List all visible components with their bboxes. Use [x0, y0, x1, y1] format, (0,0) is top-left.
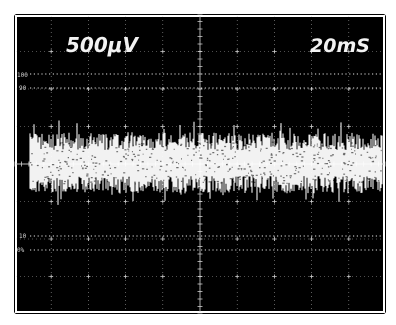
grid-intersection — [198, 124, 202, 129]
grid-intersection — [346, 49, 351, 54]
reference-lines — [30, 73, 382, 251]
scope-display: 500μV 20mS 100 90 10 0% — [14, 14, 386, 314]
grid-intersection — [86, 274, 91, 279]
grid-intersection — [198, 87, 202, 91]
grid-intersection — [346, 124, 351, 129]
grid-intersection — [86, 49, 91, 54]
grid-intersection — [346, 237, 351, 241]
oscilloscope-screen: 500μV 20mS 100 90 10 0% — [14, 14, 386, 314]
grid-intersection — [235, 274, 240, 279]
grid-intersection — [123, 49, 128, 54]
grid-intersection — [49, 199, 54, 204]
ref-label-90: 90 — [19, 85, 27, 92]
grid-intersection — [49, 124, 54, 129]
ref-label-100: 100 — [17, 72, 28, 79]
grid-intersection — [160, 124, 165, 129]
grid-intersection — [198, 49, 202, 54]
grid-intersection — [309, 124, 314, 129]
grid-intersection — [160, 87, 165, 91]
grid-intersection — [49, 274, 54, 279]
grid-intersection — [235, 199, 240, 204]
vertical-scale-label: 500μV — [66, 33, 139, 57]
grid-intersection — [235, 237, 240, 241]
grid-intersection — [86, 199, 91, 204]
grid-intersection — [198, 237, 202, 241]
grid-intersection — [123, 124, 128, 129]
grid-intersection — [49, 237, 54, 241]
grid-intersection — [160, 49, 165, 54]
time-scale-label: 20mS — [310, 35, 370, 57]
grid-intersection — [346, 199, 351, 204]
grid-intersection — [309, 49, 314, 54]
grid-intersection — [272, 274, 277, 279]
grid-intersection — [86, 237, 91, 241]
grid-intersection — [346, 274, 351, 279]
noise-trace — [29, 120, 383, 205]
noise-band — [29, 120, 383, 205]
grid-intersection — [272, 237, 277, 241]
grid-intersection — [86, 87, 91, 91]
grid-intersection — [198, 274, 202, 279]
grid-intersection — [123, 199, 128, 204]
grid-intersection — [123, 274, 128, 279]
grid-intersection — [49, 87, 54, 91]
grid-intersection — [235, 87, 240, 91]
grid-intersection — [272, 124, 277, 129]
ref-label-10: 10 — [19, 233, 27, 240]
grid-intersection — [272, 49, 277, 54]
grid-intersection — [49, 49, 54, 54]
noise-grain — [30, 141, 382, 185]
grid-intersection — [160, 199, 165, 204]
grid-intersection — [309, 237, 314, 241]
ref-label-0: 0% — [17, 247, 25, 254]
grid-intersection — [235, 124, 240, 129]
grid-intersection — [309, 199, 314, 204]
grid-intersection — [235, 49, 240, 54]
grid-intersection — [160, 274, 165, 279]
grid-intersection — [86, 124, 91, 129]
grid-intersection — [272, 199, 277, 204]
grid-intersection — [123, 237, 128, 241]
grid-intersection — [346, 87, 351, 91]
grid-intersection — [160, 237, 165, 241]
grid-intersection — [309, 274, 314, 279]
grid-intersection — [198, 199, 202, 204]
